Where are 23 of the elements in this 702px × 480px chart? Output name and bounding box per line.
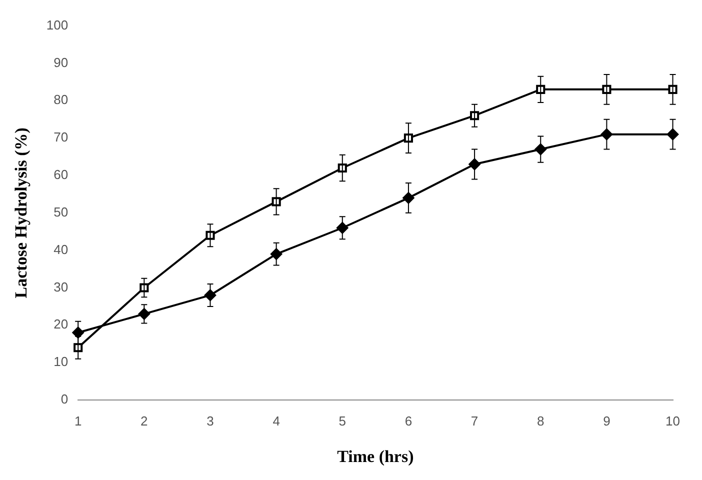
x-tick-label: 2	[140, 413, 148, 428]
x-tick-label: 6	[404, 413, 412, 428]
x-axis-title: Time (hrs)	[337, 447, 414, 466]
y-tick-label: 40	[54, 242, 68, 257]
x-tick-label: 3	[206, 413, 214, 428]
y-tick-label: 60	[54, 167, 68, 182]
y-axis-title: Lactose Hydrolysis (%)	[12, 128, 31, 298]
x-tick-label: 8	[537, 413, 544, 428]
y-tick-label: 10	[54, 354, 68, 370]
y-tick-label: 20	[54, 316, 68, 332]
y-tick-label: 50	[54, 204, 68, 220]
y-tick-label: 0	[60, 392, 68, 407]
y-tick-label: 90	[54, 54, 68, 70]
x-tick-label: 5	[338, 413, 346, 428]
y-tick-label: 80	[54, 92, 68, 108]
x-tick-label: 1	[74, 413, 82, 428]
y-tick-label: 30	[54, 279, 68, 294]
x-tick-label: 9	[603, 413, 610, 428]
x-tick-label: 4	[272, 413, 280, 428]
y-tick-label: 100	[46, 17, 68, 32]
x-tick-label: 7	[470, 413, 478, 428]
y-tick-label: 70	[54, 130, 68, 145]
x-tick-label: 10	[666, 413, 680, 428]
